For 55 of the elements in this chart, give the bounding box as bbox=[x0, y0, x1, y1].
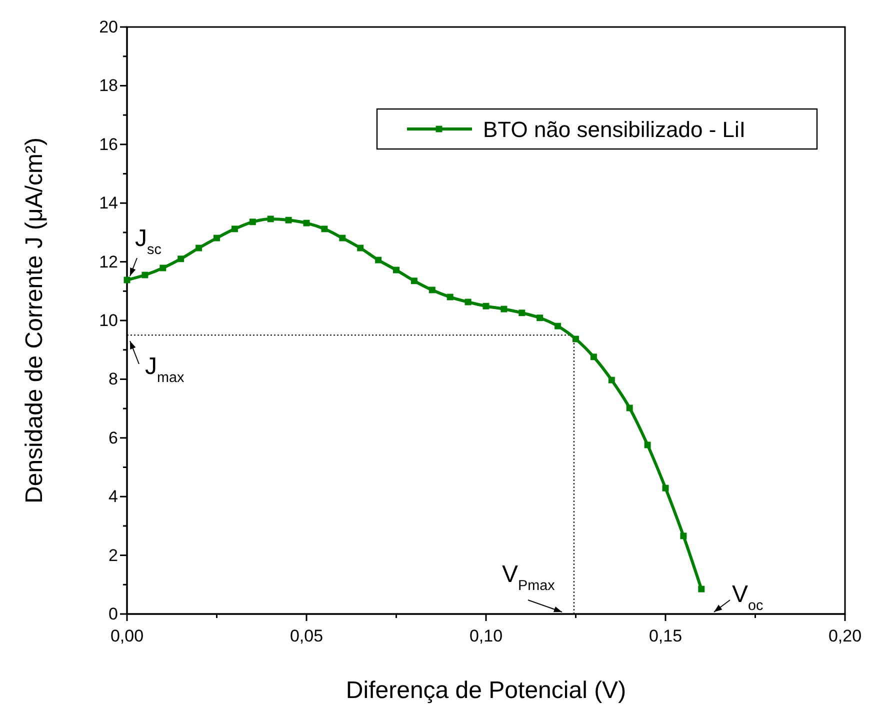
point bbox=[644, 442, 651, 448]
x-axis-title: Diferença de Potencial (V) bbox=[346, 677, 626, 704]
point bbox=[590, 354, 597, 360]
point bbox=[698, 586, 705, 592]
point bbox=[357, 244, 364, 252]
y-axis-title: Densidade de Corrente J (μA/cm²) bbox=[21, 138, 48, 504]
point bbox=[410, 278, 418, 284]
y-tick-label: 14 bbox=[99, 194, 118, 213]
point bbox=[518, 310, 526, 316]
point bbox=[554, 322, 562, 330]
point bbox=[249, 218, 256, 226]
point bbox=[285, 216, 292, 224]
legend-label: BTO não sensibilizado - LiI bbox=[483, 117, 746, 142]
y-tick-label: 10 bbox=[99, 310, 118, 330]
x-tick-label: 0,20 bbox=[828, 626, 862, 646]
x-tick-label: 0,05 bbox=[290, 626, 324, 646]
point bbox=[339, 234, 346, 242]
annotation: J$_{sc}$ bbox=[135, 225, 162, 258]
point bbox=[178, 256, 184, 262]
point bbox=[231, 226, 238, 232]
point bbox=[303, 220, 310, 226]
point bbox=[626, 404, 633, 412]
x-tick-label: 0,15 bbox=[648, 626, 682, 646]
point bbox=[662, 484, 669, 492]
point bbox=[267, 216, 274, 222]
y-tick-label: 16 bbox=[99, 134, 118, 154]
annotation: V$_{oc}$ bbox=[732, 581, 764, 614]
x-tick-label: 0,10 bbox=[469, 626, 503, 646]
y-tick-label: 0 bbox=[108, 604, 118, 624]
point bbox=[375, 256, 382, 264]
point bbox=[428, 286, 436, 294]
point bbox=[680, 532, 687, 540]
point bbox=[196, 244, 202, 252]
y-tick-label: 12 bbox=[99, 252, 118, 272]
y-tick-label: 18 bbox=[99, 76, 118, 96]
point bbox=[572, 336, 579, 342]
point bbox=[464, 298, 472, 306]
point bbox=[608, 376, 615, 384]
y-tick-label: 4 bbox=[108, 487, 118, 506]
point bbox=[482, 302, 490, 310]
point bbox=[321, 226, 328, 232]
annotation: J$_{max}$ bbox=[145, 353, 185, 386]
annotation: V$_{Pmax}$ bbox=[502, 561, 556, 594]
y-tick-label: 8 bbox=[108, 370, 118, 389]
y-tick-label: 2 bbox=[108, 546, 118, 565]
point bbox=[500, 306, 508, 312]
point bbox=[160, 264, 166, 272]
point bbox=[214, 234, 220, 242]
point bbox=[393, 266, 400, 274]
point bbox=[142, 272, 148, 278]
y-tick-label: 20 bbox=[99, 17, 118, 36]
y-tick-label: 6 bbox=[108, 428, 118, 448]
point bbox=[536, 314, 544, 322]
point bbox=[446, 294, 454, 300]
x-tick-label: 0,00 bbox=[110, 626, 144, 646]
